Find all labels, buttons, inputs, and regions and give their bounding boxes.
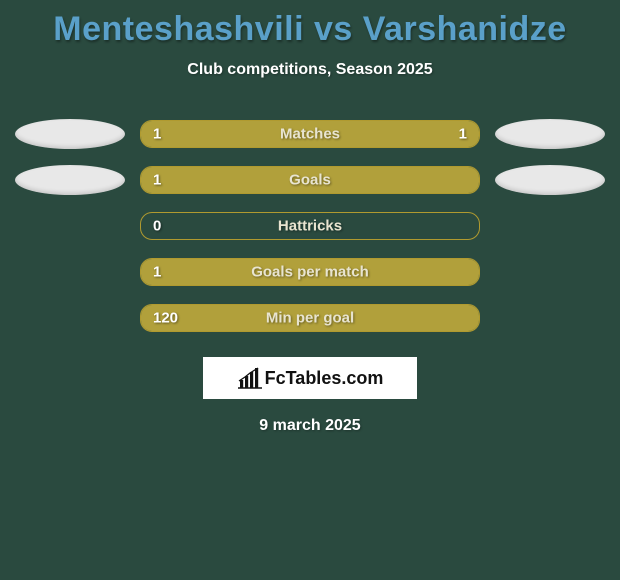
bar-chart-icon bbox=[237, 367, 263, 389]
left-side-col bbox=[0, 119, 140, 149]
bar-center: 1 1 Matches bbox=[140, 120, 480, 148]
stat-bar: 1 Goals per match bbox=[140, 258, 480, 286]
stat-label: Hattricks bbox=[278, 218, 342, 235]
bar-center: 1 Goals bbox=[140, 166, 480, 194]
stat-label: Goals bbox=[289, 172, 331, 189]
right-side-col bbox=[480, 119, 620, 149]
stat-left-value: 0 bbox=[153, 218, 161, 235]
player-oval-right bbox=[495, 165, 605, 195]
stat-row: 1 1 Matches bbox=[0, 111, 620, 157]
stat-left-value: 1 bbox=[153, 172, 161, 189]
stat-left-value: 1 bbox=[153, 126, 161, 143]
stat-left-value: 1 bbox=[153, 264, 161, 281]
player-oval-left bbox=[15, 119, 125, 149]
logo-text: FcTables.com bbox=[265, 368, 384, 389]
stat-left-value: 120 bbox=[153, 310, 178, 327]
player-oval-left bbox=[15, 165, 125, 195]
stat-bar: 1 1 Matches bbox=[140, 120, 480, 148]
stat-right-value: 1 bbox=[459, 126, 467, 143]
stat-row: 1 Goals bbox=[0, 157, 620, 203]
comparison-chart: 1 1 Matches 1 Goals 0 Hattricks 1 Goals per matc… bbox=[0, 111, 620, 341]
branding-logo: FcTables.com bbox=[203, 357, 417, 399]
bar-center: 120 Min per goal bbox=[140, 304, 480, 332]
bar-center: 1 Goals per match bbox=[140, 258, 480, 286]
stat-label: Min per goal bbox=[266, 310, 354, 327]
player-oval-right bbox=[495, 119, 605, 149]
date-label: 9 march 2025 bbox=[0, 417, 620, 435]
stat-row: 120 Min per goal bbox=[0, 295, 620, 341]
page-title: Menteshashvili vs Varshanidze bbox=[0, 0, 620, 49]
stat-bar: 0 Hattricks bbox=[140, 212, 480, 240]
stat-row: 1 Goals per match bbox=[0, 249, 620, 295]
stat-label: Goals per match bbox=[251, 264, 369, 281]
stat-bar: 120 Min per goal bbox=[140, 304, 480, 332]
stat-row: 0 Hattricks bbox=[0, 203, 620, 249]
stat-label: Matches bbox=[280, 126, 340, 143]
left-side-col bbox=[0, 165, 140, 195]
subtitle: Club competitions, Season 2025 bbox=[0, 61, 620, 79]
right-side-col bbox=[480, 165, 620, 195]
bar-center: 0 Hattricks bbox=[140, 212, 480, 240]
stat-bar: 1 Goals bbox=[140, 166, 480, 194]
